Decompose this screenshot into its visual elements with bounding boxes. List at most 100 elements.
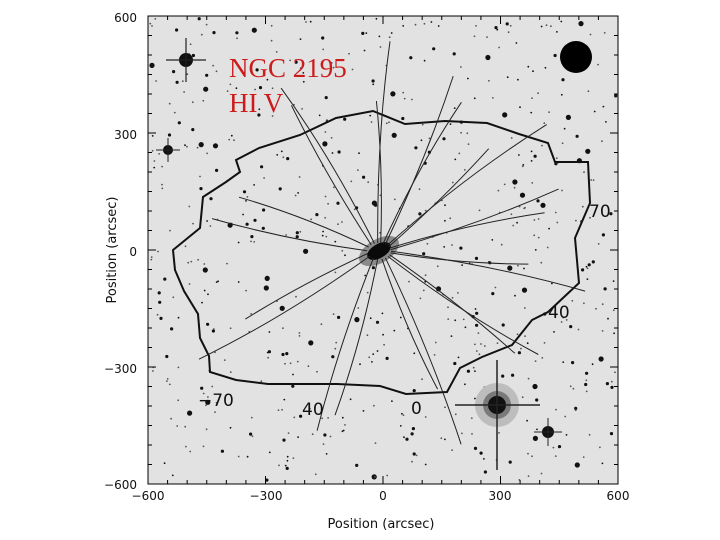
star xyxy=(206,152,209,155)
star xyxy=(341,221,343,223)
star xyxy=(565,114,572,120)
star xyxy=(492,97,494,99)
star xyxy=(447,318,450,320)
star xyxy=(602,105,605,108)
star xyxy=(390,91,396,97)
star xyxy=(385,356,389,360)
velocity-contour-line xyxy=(381,258,439,390)
star xyxy=(267,356,269,359)
star xyxy=(605,121,607,123)
star xyxy=(474,308,477,310)
star xyxy=(296,360,299,363)
star xyxy=(206,220,209,222)
star xyxy=(483,345,486,347)
star xyxy=(229,426,232,429)
star xyxy=(530,160,533,162)
galaxy-name-label: NGC 2195 xyxy=(229,53,347,83)
star xyxy=(337,150,341,154)
star xyxy=(168,383,171,386)
star xyxy=(513,186,516,189)
star xyxy=(226,262,228,265)
star xyxy=(299,38,302,40)
star xyxy=(590,179,593,181)
star xyxy=(237,455,240,458)
star xyxy=(284,464,287,467)
star xyxy=(268,451,271,454)
star xyxy=(388,36,391,39)
star xyxy=(264,275,270,281)
star xyxy=(187,410,193,416)
star xyxy=(250,416,253,419)
star xyxy=(501,323,505,327)
star xyxy=(531,455,533,458)
star xyxy=(158,300,162,304)
star xyxy=(517,78,519,81)
star xyxy=(485,54,491,61)
star xyxy=(307,365,310,368)
star xyxy=(192,222,194,225)
star xyxy=(560,321,563,323)
star xyxy=(242,213,245,216)
star xyxy=(371,79,375,83)
star xyxy=(531,97,533,99)
star xyxy=(270,39,273,42)
star xyxy=(548,111,550,113)
velocity-contour-line xyxy=(390,250,586,292)
star xyxy=(200,33,203,36)
star xyxy=(379,194,382,197)
star xyxy=(298,335,301,337)
star xyxy=(454,319,457,322)
star xyxy=(497,189,500,192)
star xyxy=(597,243,600,245)
star xyxy=(344,254,346,257)
star xyxy=(199,175,201,178)
star xyxy=(334,271,337,274)
star xyxy=(505,22,509,26)
star xyxy=(561,189,563,192)
star xyxy=(349,398,352,401)
y-axis-title: Position (arcsec) xyxy=(105,197,120,304)
star xyxy=(434,341,437,344)
star xyxy=(415,454,418,457)
star xyxy=(199,187,203,191)
star xyxy=(151,135,154,137)
star xyxy=(614,94,618,98)
star xyxy=(527,452,529,455)
star xyxy=(467,143,470,146)
star xyxy=(444,204,446,207)
star xyxy=(401,116,405,121)
star xyxy=(176,425,179,427)
star xyxy=(372,353,375,355)
star xyxy=(285,466,289,470)
star xyxy=(581,268,585,272)
star xyxy=(585,390,588,393)
star xyxy=(574,406,578,410)
star xyxy=(278,464,280,467)
star xyxy=(242,190,247,194)
hi-outer-contour xyxy=(171,109,592,396)
velocity-contour-line xyxy=(386,124,547,246)
star xyxy=(527,475,530,477)
star xyxy=(371,200,377,206)
star xyxy=(408,280,410,283)
star xyxy=(271,87,274,90)
star xyxy=(424,463,427,466)
star xyxy=(297,192,299,194)
star xyxy=(197,17,201,21)
star xyxy=(299,67,302,70)
star xyxy=(478,209,481,212)
star xyxy=(565,319,568,321)
star xyxy=(258,108,261,111)
star xyxy=(151,149,154,152)
star xyxy=(586,267,589,270)
star xyxy=(284,362,286,365)
star xyxy=(609,432,614,436)
star xyxy=(437,25,440,27)
beam-size-marker xyxy=(560,41,592,73)
star xyxy=(459,246,463,250)
star xyxy=(285,234,287,236)
star xyxy=(500,243,503,246)
star xyxy=(379,46,382,48)
star xyxy=(518,154,520,156)
